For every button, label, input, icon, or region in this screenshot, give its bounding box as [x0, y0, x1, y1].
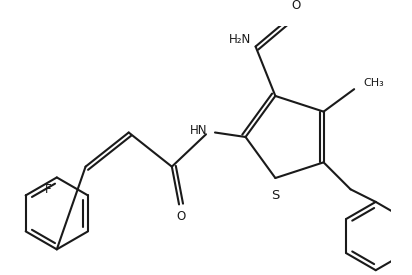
Text: F: F [45, 183, 52, 196]
Text: H₂N: H₂N [229, 33, 251, 46]
Text: CH₃: CH₃ [363, 78, 384, 88]
Text: HN: HN [190, 124, 208, 137]
Text: O: O [176, 210, 185, 223]
Text: O: O [292, 0, 301, 12]
Text: S: S [271, 189, 280, 202]
